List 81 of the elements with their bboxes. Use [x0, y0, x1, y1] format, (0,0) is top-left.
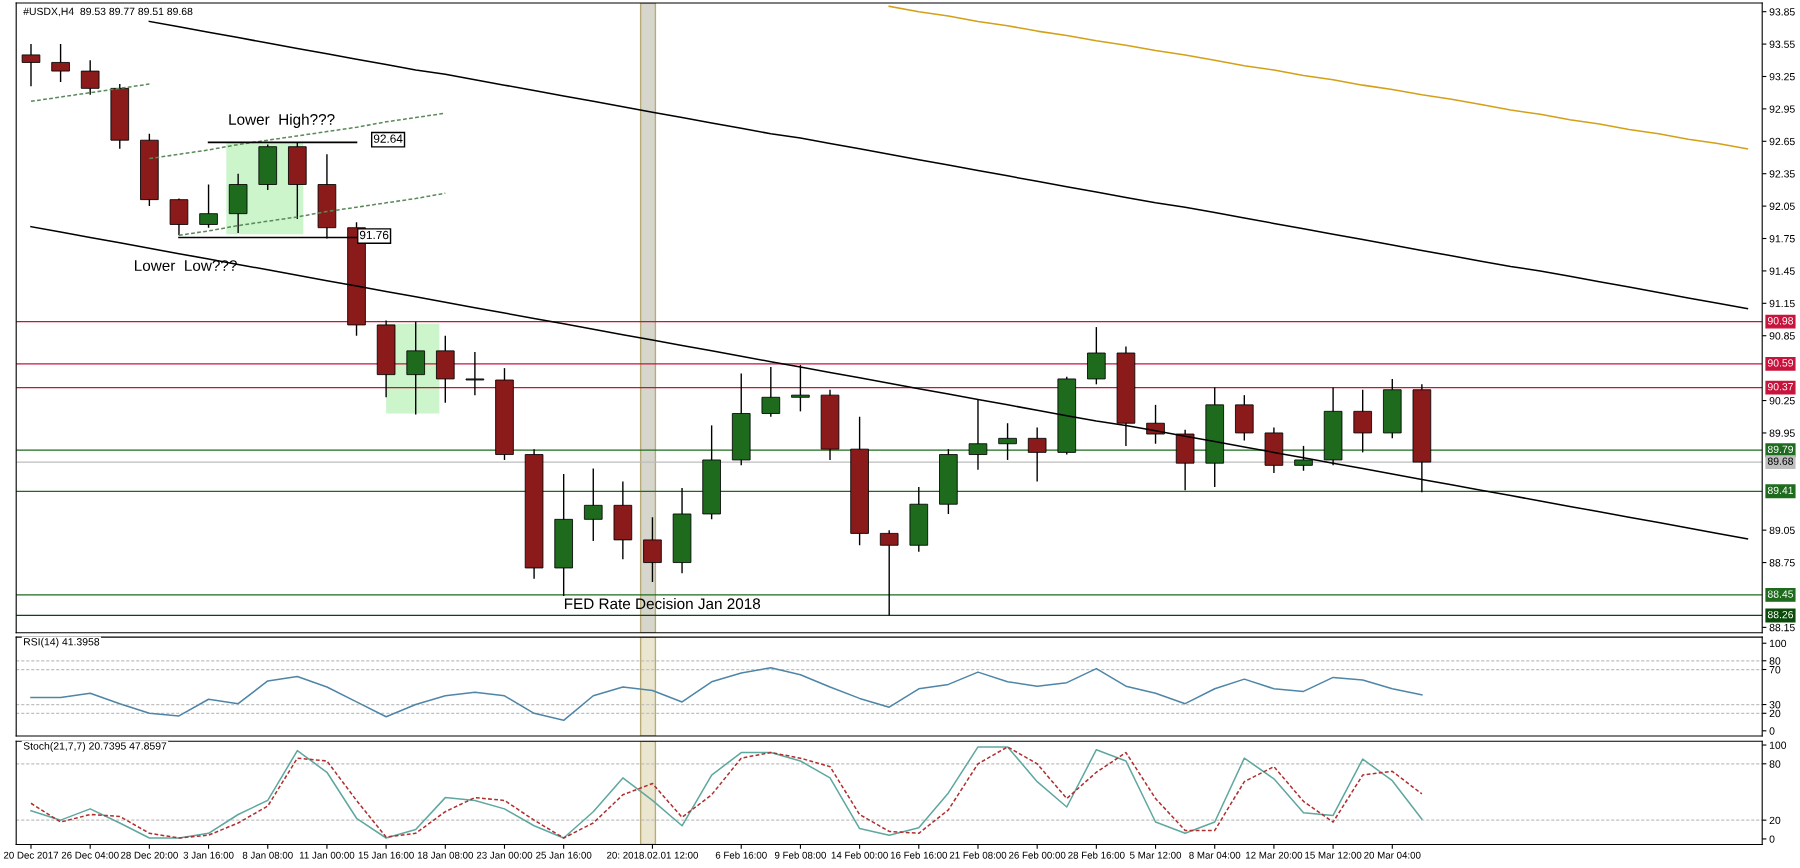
line-series — [888, 5, 1749, 150]
annotation: 92.64 — [373, 134, 403, 143]
y-tick-label: 92.35 — [1769, 170, 1795, 178]
candlestick — [465, 351, 485, 396]
x-tick-label: 3 Jan 16:00 — [183, 851, 234, 859]
candlestick — [21, 43, 41, 87]
y-tick-label: 93.55 — [1769, 40, 1795, 48]
y-tick-label: 30 — [1769, 701, 1781, 709]
candlestick — [199, 183, 218, 229]
x-tick-label: 23 Jan 00:00 — [476, 851, 533, 859]
candlestick — [51, 43, 70, 83]
y-tick-label: 100 — [1769, 741, 1787, 749]
x-tick-label: 15 Mar 12:00 — [1305, 851, 1362, 859]
y-tick-label: 20 — [1769, 709, 1781, 718]
ref-line-label: 88.45 — [1767, 590, 1794, 598]
x-tick-label: 8 Jan 08:00 — [242, 851, 293, 859]
y-tick-label: 89.95 — [1769, 429, 1795, 437]
y-tick-label: 90.25 — [1769, 397, 1795, 405]
ref-line-label: 90.37 — [1767, 383, 1793, 391]
y-tick-label: 92.95 — [1769, 105, 1795, 113]
x-tick-label: 9 Feb 08:00 — [774, 851, 826, 859]
x-tick-label: 20: 2018.02.01 12:00 — [607, 851, 699, 859]
y-tick-label: 91.45 — [1769, 267, 1795, 275]
x-tick-label: 16 Feb 16:00 — [890, 851, 948, 859]
y-tick-label: 92.65 — [1769, 137, 1795, 146]
y-tick-label: 0 — [1769, 835, 1775, 843]
y-tick-label: 89.05 — [1769, 526, 1795, 535]
x-tick-label: 20 Dec 2017 — [3, 851, 59, 859]
ref-line-label: 88.26 — [1767, 610, 1794, 619]
x-tick-label: 12 Mar 20:00 — [1246, 851, 1303, 859]
x-tick-label: 5 Mar 12:00 — [1129, 851, 1182, 859]
y-tick-label: 88.15 — [1769, 623, 1795, 632]
y-tick-label: 20 — [1769, 816, 1781, 825]
ref-line-label: 89.79 — [1767, 445, 1794, 454]
chart-title: #USDX,H4 89.53 89.77 89.51 89.68 — [23, 7, 193, 17]
x-tick-label: 6 Feb 16:00 — [715, 851, 767, 859]
y-tick-label: 93.85 — [1769, 8, 1795, 16]
x-tick-label: 14 Feb 00:00 — [831, 851, 888, 859]
x-tick-label: 28 Dec 20:00 — [120, 851, 178, 859]
x-tick-label: 8 Mar 04:00 — [1189, 851, 1241, 859]
x-tick-label: 15 Jan 16:00 — [358, 851, 414, 859]
y-tick-label: 91.75 — [1769, 235, 1795, 243]
candlestick — [406, 320, 426, 416]
x-tick-label: 21 Feb 08:00 — [949, 851, 1007, 859]
y-tick-label: 100 — [1769, 639, 1787, 648]
y-tick-label: 90.85 — [1769, 332, 1795, 340]
candlestick — [80, 59, 100, 96]
x-tick-label: 26 Dec 04:00 — [61, 851, 119, 859]
ref-line-label: 89.41 — [1767, 486, 1793, 495]
line-series — [30, 225, 1749, 540]
annotation: Lower High??? — [229, 113, 335, 128]
candlestick — [791, 364, 810, 413]
annotation: 91.76 — [359, 230, 389, 240]
x-tick-label: 18 Jan 08:00 — [417, 851, 474, 859]
y-tick-label: 80 — [1769, 760, 1781, 768]
y-tick-label: 80 — [1769, 657, 1781, 665]
candlestick — [643, 516, 662, 583]
y-tick-label: 92.05 — [1769, 202, 1795, 210]
line-series — [30, 83, 151, 103]
line-series — [30, 666, 1423, 722]
y-tick-label: 91.15 — [1769, 299, 1795, 308]
ref-line-label: 89.68 — [1767, 457, 1794, 465]
x-tick-label: 28 Feb 16:00 — [1068, 851, 1125, 859]
y-tick-label: 93.25 — [1769, 72, 1795, 81]
x-tick-label: 26 Feb 00:00 — [1009, 851, 1066, 859]
x-tick-label: 25 Jan 16:00 — [536, 851, 592, 859]
y-tick-label: 0 — [1769, 727, 1775, 735]
annotation: Lower Low??? — [135, 260, 237, 271]
x-tick-label: 11 Jan 00:00 — [299, 851, 355, 859]
chart-title: RSI(14) 41.3958 — [24, 637, 100, 648]
candlestick — [761, 366, 781, 418]
candlestick — [1353, 389, 1372, 454]
ref-line-label: 90.59 — [1767, 359, 1794, 367]
candlestick — [1027, 426, 1047, 483]
x-tick-label: 20 Mar 04:00 — [1364, 851, 1421, 859]
annotation: FED Rate Decision Jan 2018 — [564, 597, 761, 610]
chart-title: Stoch(21,7,7) 20.7395 47.8597 — [23, 741, 167, 752]
y-tick-label: 88.75 — [1769, 559, 1795, 567]
ref-line-label: 90.98 — [1767, 317, 1794, 325]
y-tick-label: 70 — [1769, 666, 1781, 674]
candlestick — [879, 529, 899, 617]
